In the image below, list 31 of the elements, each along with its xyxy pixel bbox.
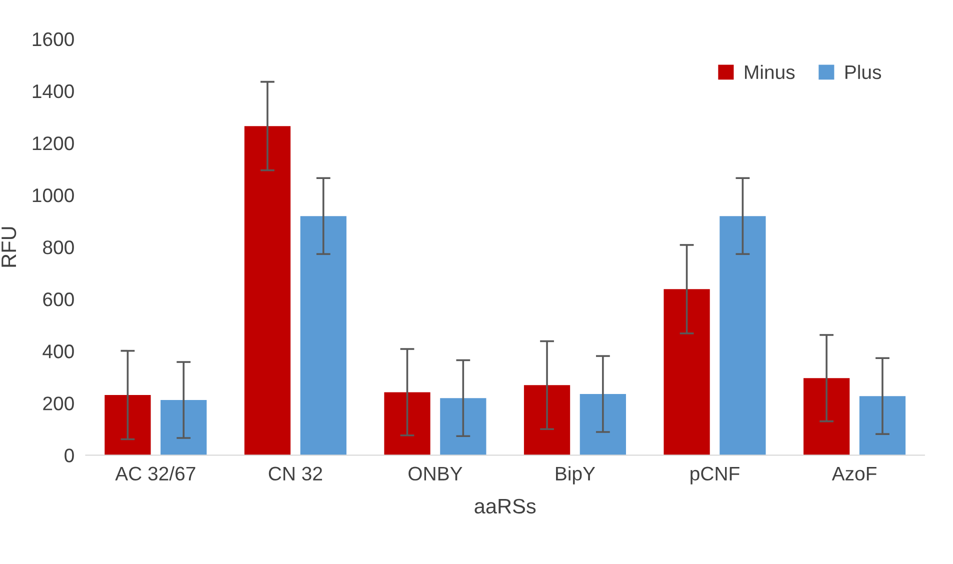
bar: [720, 216, 766, 456]
y-tick-label: 1400: [32, 84, 74, 98]
x-tick-label: pCNF: [690, 466, 740, 484]
y-axis-title: RFU: [2, 227, 16, 267]
x-tick-label: AC 32/67: [115, 466, 196, 481]
y-tick-label: 1200: [32, 136, 74, 150]
x-axis-title: aaRSs: [474, 498, 536, 514]
x-tick-label: AzoF: [832, 466, 876, 481]
y-tick-label: 600: [43, 292, 74, 306]
y-tick-label: 800: [43, 240, 74, 254]
bar: [300, 216, 346, 456]
x-tick-label: ONBY: [408, 466, 462, 481]
bar: [384, 392, 430, 456]
bar: [440, 398, 486, 456]
y-tick-label: 200: [43, 396, 74, 410]
y-tick-label: 400: [42, 344, 74, 358]
y-tick-label: 1000: [32, 188, 74, 202]
bar: [580, 394, 626, 456]
x-tick-label: CN 32: [268, 466, 322, 481]
bar: [664, 289, 710, 456]
bar: [104, 395, 151, 456]
bar: [244, 126, 291, 456]
bar: [804, 378, 850, 456]
legend-label: Plus: [846, 64, 882, 80]
y-tick-label: 1600: [32, 32, 74, 46]
x-tick-label: BipY: [556, 466, 596, 484]
bar: [524, 385, 570, 456]
y-tick-label: 0: [64, 448, 74, 462]
bar: [859, 396, 906, 456]
legend-label: Minus: [745, 64, 795, 80]
bar: [160, 400, 207, 456]
